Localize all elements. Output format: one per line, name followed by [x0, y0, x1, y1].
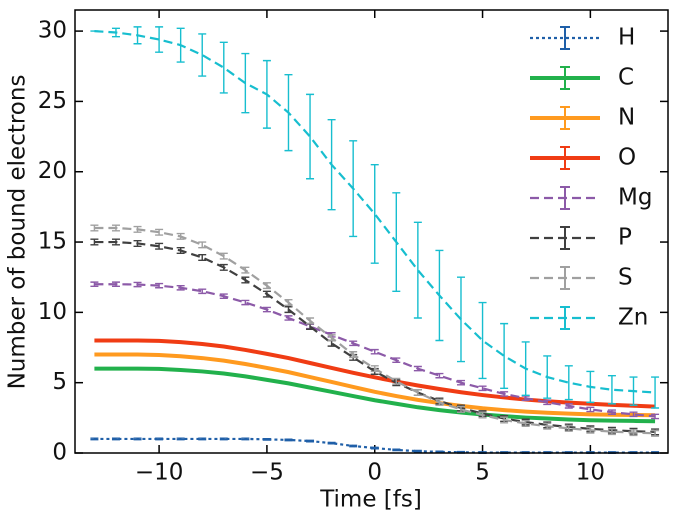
series-line — [94, 29, 656, 394]
legend-label: Mg — [618, 185, 652, 211]
series-line — [94, 226, 656, 435]
legend-swatch-errorbar — [560, 66, 570, 90]
error-bar — [456, 405, 465, 413]
legend-label: O — [618, 145, 636, 171]
error-bar — [478, 385, 487, 392]
legend-label: Zn — [618, 305, 648, 331]
error-bar — [564, 365, 573, 401]
error-bar — [219, 41, 228, 94]
y-tick-label: 15 — [38, 229, 67, 255]
error-bar — [500, 322, 509, 390]
y-tick-label: 5 — [52, 369, 67, 395]
y-tick-label: 10 — [38, 299, 67, 325]
error-bar — [586, 406, 595, 413]
error-bar — [651, 413, 660, 420]
legend-label: C — [618, 65, 634, 91]
error-bar — [241, 299, 250, 306]
legend-swatch-errorbar — [560, 186, 570, 210]
x-axis-label: Time [fs] — [319, 487, 422, 513]
y-tick-label: 30 — [38, 18, 67, 44]
error-bar — [543, 399, 552, 406]
legend-label: S — [618, 265, 633, 291]
error-bar — [564, 424, 573, 432]
plot-frame — [74, 9, 669, 454]
error-bar — [651, 376, 660, 409]
error-bar — [435, 372, 444, 379]
error-bar — [155, 26, 164, 53]
y-axis-label: Number of bound electrons — [5, 75, 31, 390]
legend-label: P — [618, 225, 632, 251]
series-line — [94, 338, 656, 409]
error-bar — [198, 254, 207, 262]
y-tick-label: 0 — [52, 440, 67, 466]
legend-swatch-errorbar — [560, 266, 570, 290]
legend-swatch-errorbar — [560, 106, 570, 130]
error-bar — [370, 163, 379, 264]
legend-swatch-errorbar — [560, 26, 570, 50]
error-bar — [198, 241, 207, 249]
x-tick-label: −5 — [250, 460, 284, 486]
error-bar — [629, 411, 638, 418]
x-tick-label: 0 — [367, 460, 382, 486]
error-bar — [607, 428, 616, 436]
error-bar — [478, 301, 487, 380]
error-bar — [198, 288, 207, 295]
legend-swatch-errorbar — [560, 306, 570, 330]
x-tick-label: 5 — [475, 460, 490, 486]
legend-swatch-errorbar — [560, 146, 570, 170]
legend-label: H — [618, 25, 635, 51]
series-line — [94, 366, 656, 424]
series-line — [94, 352, 656, 418]
x-tick-label: 10 — [576, 460, 605, 486]
x-tick-label: −10 — [135, 460, 184, 486]
legend-label: N — [618, 105, 635, 131]
error-bar — [306, 93, 315, 180]
error-bar — [651, 429, 660, 437]
legend-swatch-errorbar — [560, 226, 570, 250]
error-bar — [413, 221, 422, 319]
error-bar — [607, 374, 616, 405]
y-tick-label: 20 — [38, 158, 67, 184]
error-bar — [198, 33, 207, 77]
y-tick-label: 25 — [38, 88, 67, 114]
